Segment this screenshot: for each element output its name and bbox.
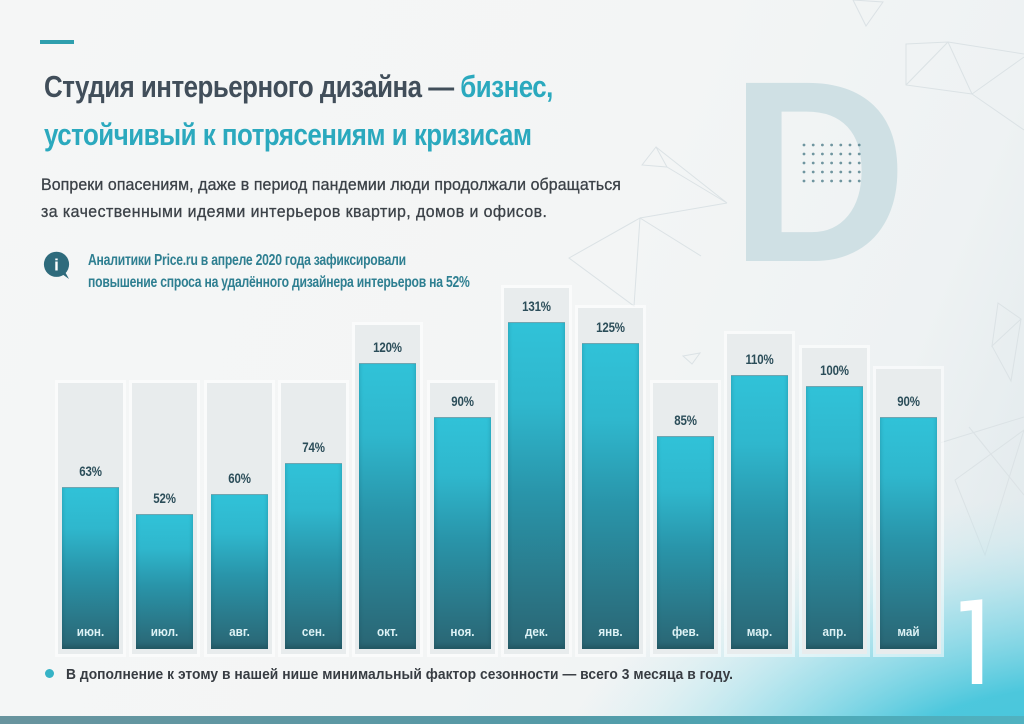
svg-text:i: i [54, 256, 59, 275]
svg-text:D: D [730, 27, 908, 317]
